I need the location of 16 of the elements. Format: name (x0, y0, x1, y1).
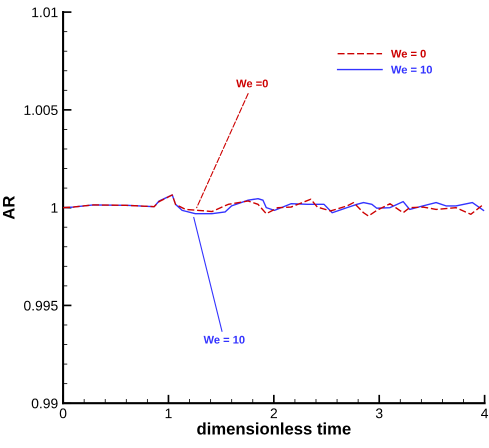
y-tick-label: 0.99 (32, 398, 58, 408)
annotation: We =0 (236, 80, 268, 88)
x-tick-label: 0 (60, 408, 66, 418)
y-axis-title: AR (2, 196, 14, 220)
y-tick-label: 1 (52, 203, 58, 213)
y-tick-label: 1.01 (32, 7, 58, 18)
x-tick-label: 2 (270, 408, 278, 418)
legend-label: We = 0 (390, 50, 426, 58)
annotation: We = 10 (204, 336, 245, 344)
y-tick-label: 0.995 (24, 300, 58, 311)
y-tick-label: 1.005 (24, 105, 58, 116)
legend-label: We = 10 (390, 66, 432, 74)
x-axis-title: dimensionless time (197, 422, 351, 435)
x-tick-label: 3 (376, 408, 382, 418)
x-tick-label: 1 (166, 408, 172, 418)
x-tick-label: 4 (481, 408, 488, 418)
